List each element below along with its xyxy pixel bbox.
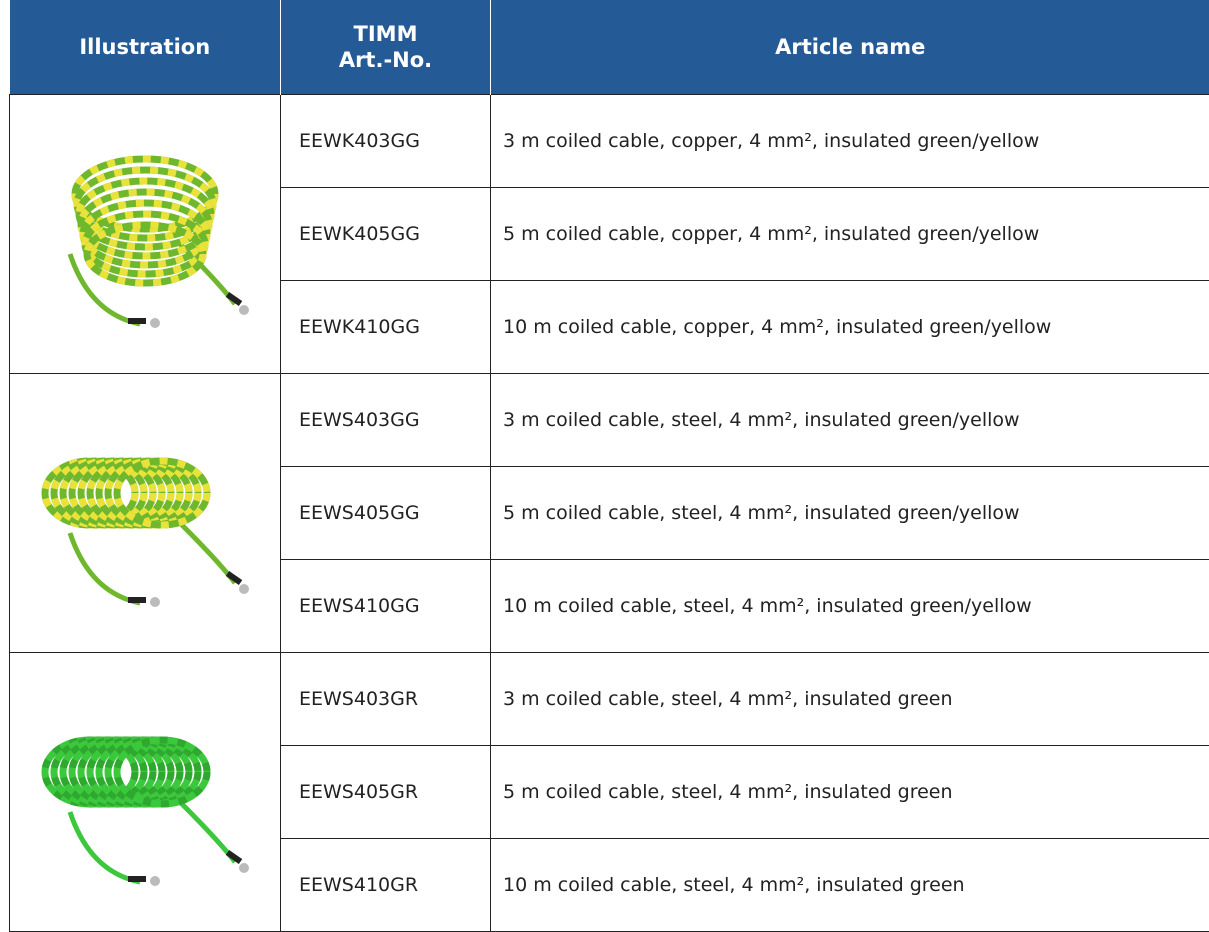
article-name: 3 m coiled cable, steel, 4 mm², insulate…	[491, 653, 1209, 746]
article-number: EEWK405GG	[281, 188, 491, 281]
article-number: EEWS410GG	[281, 560, 491, 653]
article-number: EEWK403GG	[281, 95, 491, 188]
article-number: EEWS403GR	[281, 653, 491, 746]
header-cell: Illustration	[10, 0, 281, 95]
article-number: EEWS410GR	[281, 839, 491, 932]
article-name: 3 m coiled cable, steel, 4 mm², insulate…	[491, 374, 1209, 467]
cable-illustration	[30, 692, 260, 892]
header-cell: Article name	[491, 0, 1209, 95]
article-name: 5 m coiled cable, steel, 4 mm², insulate…	[491, 746, 1209, 839]
article-number: EEWS403GG	[281, 374, 491, 467]
article-number: EEWS405GR	[281, 746, 491, 839]
illustration-cell	[10, 653, 281, 932]
illustration-cell	[10, 374, 281, 653]
article-name: 5 m coiled cable, copper, 4 mm², insulat…	[491, 188, 1209, 281]
header-text: Art.-No.	[339, 48, 432, 72]
illustration-cell	[10, 95, 281, 374]
article-name: 10 m coiled cable, steel, 4 mm², insulat…	[491, 560, 1209, 653]
article-name: 5 m coiled cable, steel, 4 mm², insulate…	[491, 467, 1209, 560]
article-name: 3 m coiled cable, copper, 4 mm², insulat…	[491, 95, 1209, 188]
article-name: 10 m coiled cable, steel, 4 mm², insulat…	[491, 839, 1209, 932]
header-text: Article name	[775, 35, 925, 59]
cable-illustration	[30, 413, 260, 613]
header-text: Illustration	[79, 35, 210, 59]
page: Illustration TIMMArt.-No. Article name EEW…	[0, 0, 1209, 931]
article-number: EEWS405GG	[281, 467, 491, 560]
article-name: 10 m coiled cable, copper, 4 mm², insula…	[491, 281, 1209, 374]
header-text: TIMM	[354, 22, 418, 46]
article-number: EEWK410GG	[281, 281, 491, 374]
cable-illustration	[30, 134, 260, 334]
